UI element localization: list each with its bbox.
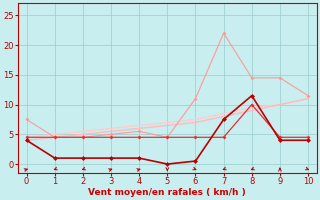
X-axis label: Vent moyen/en rafales ( km/h ): Vent moyen/en rafales ( km/h ) [88, 188, 246, 197]
